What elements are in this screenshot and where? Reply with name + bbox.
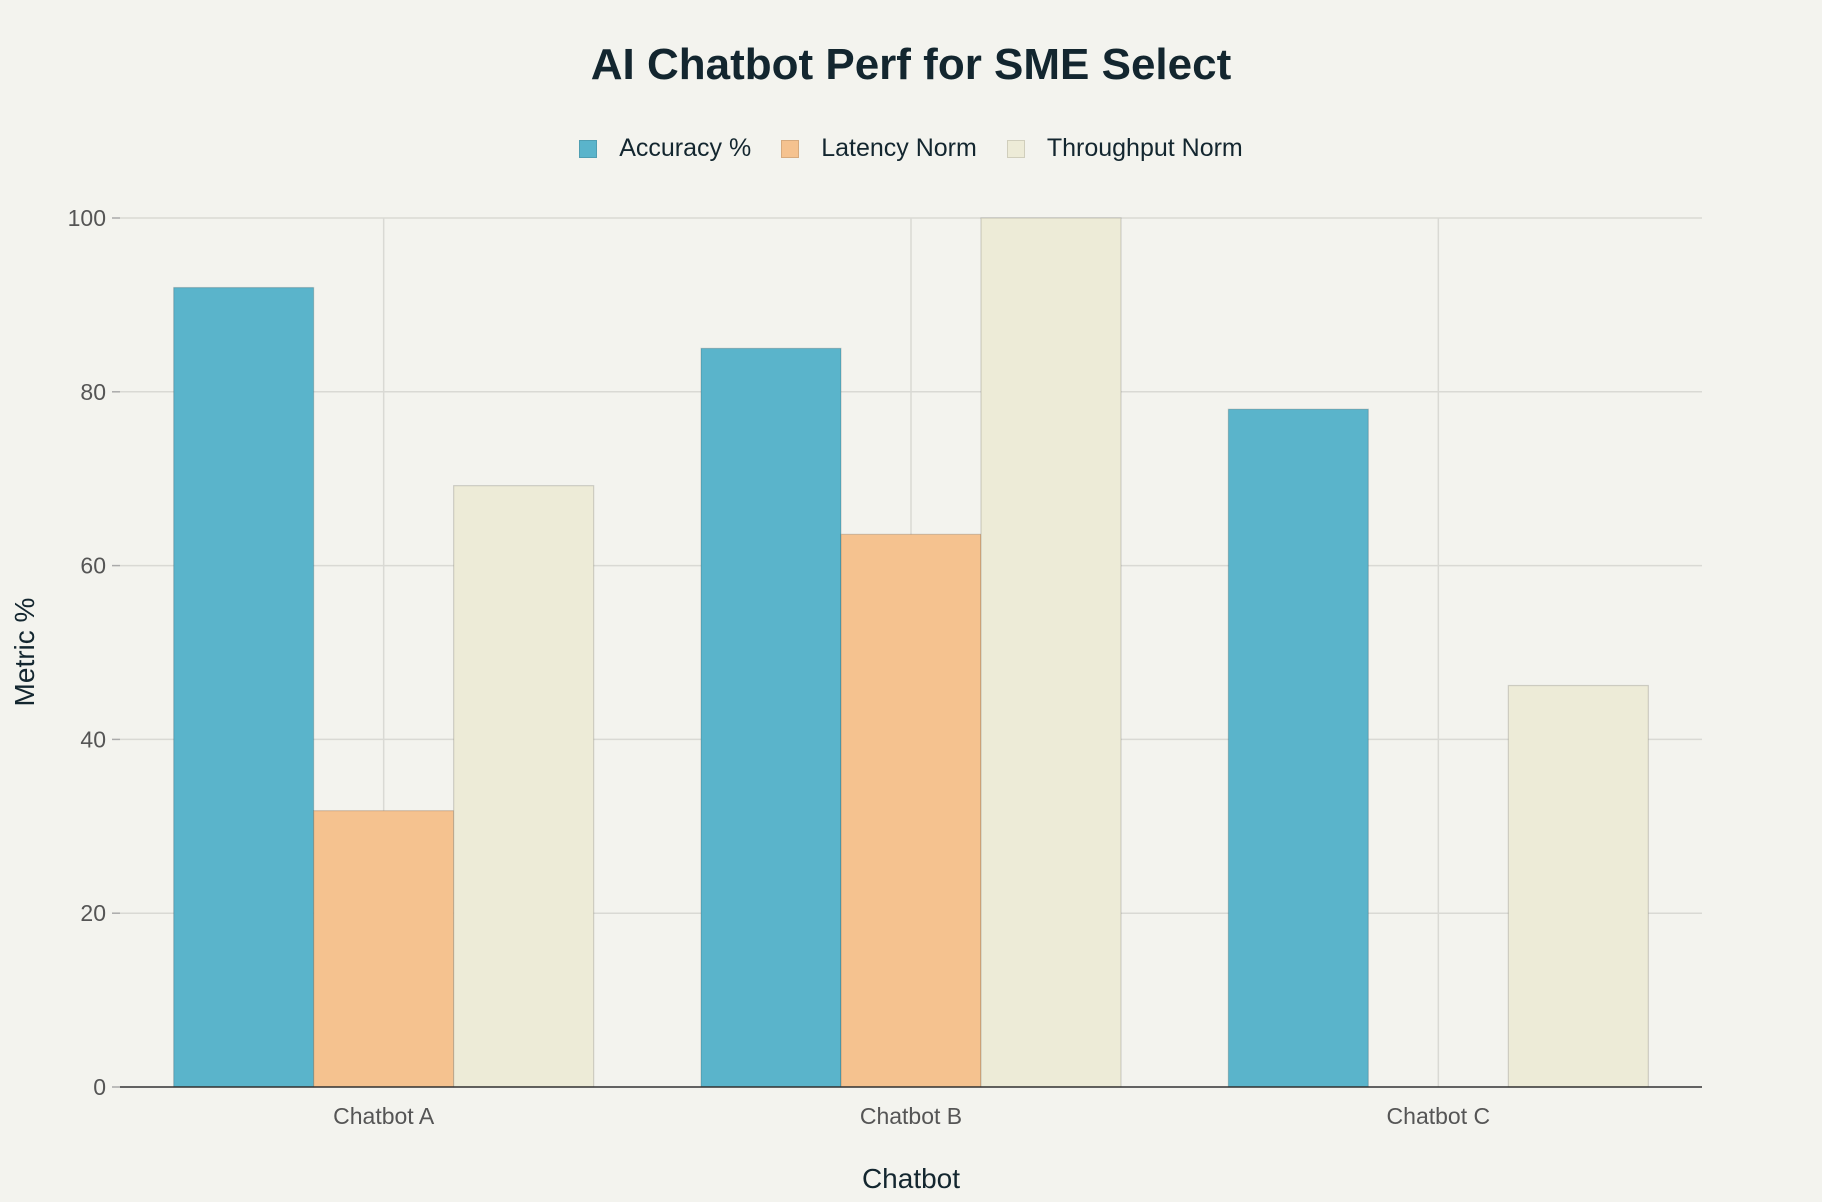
y-tick-label: 60 (80, 553, 106, 579)
bar-throughput-norm-chatbot-b (980, 217, 1122, 1088)
y-tick-label: 100 (68, 205, 106, 231)
bar-latency-norm-chatbot-b (840, 533, 982, 1088)
legend-swatch (1006, 139, 1025, 158)
legend-swatch (781, 139, 800, 158)
legend-swatch (579, 139, 598, 158)
bar-throughput-norm-chatbot-a (453, 485, 595, 1088)
bar-latency-norm-chatbot-a (313, 810, 455, 1088)
x-tick-label: Chatbot B (860, 1103, 962, 1129)
bar-accuracy-chatbot-b (700, 347, 842, 1088)
bar-accuracy-chatbot-a (173, 286, 315, 1088)
bar-accuracy-chatbot-c (1227, 408, 1369, 1088)
y-tick-label: 20 (80, 900, 106, 926)
legend: Accuracy % Latency Norm Throughput Norm (0, 134, 1822, 163)
legend-item: Throughput Norm (1006, 134, 1243, 163)
legend-item: Accuracy % (579, 134, 751, 163)
legend-label: Accuracy % (619, 134, 752, 162)
y-tick-label: 0 (93, 1074, 106, 1100)
x-tick-label: Chatbot A (333, 1103, 435, 1129)
x-tick-label: Chatbot C (1387, 1103, 1491, 1129)
x-axis-title: Chatbot (862, 1163, 960, 1194)
y-tick-label: 40 (80, 726, 106, 752)
chart-title: AI Chatbot Perf for SME Select (590, 40, 1232, 89)
bar-throughput-norm-chatbot-c (1507, 684, 1649, 1088)
y-axis-title: Metric % (9, 598, 40, 707)
y-tick-label: 80 (80, 379, 106, 405)
legend-item: Latency Norm (781, 134, 977, 163)
legend-label: Throughput Norm (1046, 134, 1243, 162)
legend-label: Latency Norm (821, 134, 977, 162)
